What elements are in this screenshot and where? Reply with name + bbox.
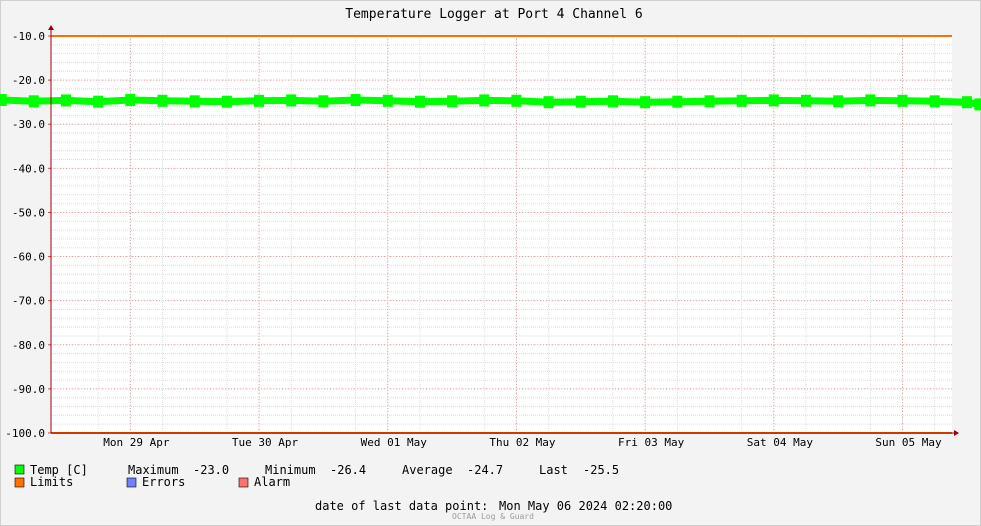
temp-point bbox=[801, 94, 811, 107]
y-tick-label: -40.0 bbox=[12, 162, 45, 175]
stat-average-value: -24.7 bbox=[467, 463, 503, 477]
temp-point bbox=[189, 95, 200, 108]
y-tick-label: -50.0 bbox=[12, 206, 45, 219]
x-tick-label: Wed 01 May bbox=[361, 436, 428, 449]
legend-swatch-limits bbox=[14, 477, 25, 488]
stat-last-label: Last bbox=[539, 463, 568, 477]
y-tick-label: -20.0 bbox=[12, 74, 45, 87]
x-tick-label: Tue 30 Apr bbox=[232, 436, 299, 449]
legend-errors-label: Errors bbox=[142, 475, 185, 489]
temp-point bbox=[543, 96, 554, 109]
temp-point bbox=[961, 96, 972, 109]
axes bbox=[48, 25, 959, 436]
temp-point bbox=[447, 95, 458, 108]
legend-temp-label: Temp [C] bbox=[30, 463, 88, 477]
temp-point bbox=[28, 95, 39, 108]
last-data-point-value: Mon May 06 2024 02:20:00 bbox=[499, 499, 672, 513]
y-tick-label: -30.0 bbox=[12, 118, 45, 131]
temp-point bbox=[479, 94, 490, 107]
x-axis-arrow bbox=[954, 430, 959, 436]
temp-point bbox=[93, 95, 104, 108]
temp-point bbox=[157, 94, 168, 107]
y-tick-label: -90.0 bbox=[12, 383, 45, 396]
y-tick-label: -70.0 bbox=[12, 295, 45, 308]
temp-point bbox=[768, 94, 779, 107]
y-tick-label: -80.0 bbox=[12, 339, 45, 352]
y-tick-label: -10.0 bbox=[12, 30, 45, 43]
stat-minimum-value: -26.4 bbox=[330, 463, 366, 477]
y-axis-arrow bbox=[48, 25, 54, 30]
temp-point bbox=[414, 95, 425, 108]
legend-swatch-temp bbox=[14, 464, 25, 475]
stat-minimum-label: Minimum bbox=[265, 463, 316, 477]
temp-point bbox=[350, 94, 361, 106]
stat-maximum-label: Maximum bbox=[128, 463, 179, 477]
temp-point bbox=[318, 95, 329, 108]
x-axis-ticks: Mon 29 Apr Tue 30 Apr Wed 01 May Thu 02 May… bbox=[103, 436, 942, 449]
temp-point bbox=[511, 94, 522, 107]
temp-point bbox=[736, 94, 747, 107]
x-tick-label: Sun 05 May bbox=[875, 436, 942, 449]
plot-area bbox=[51, 36, 952, 433]
legend-swatch-errors bbox=[126, 477, 137, 488]
temp-point bbox=[608, 95, 618, 108]
stat-maximum-value: -23.0 bbox=[193, 463, 229, 477]
legend-swatch-alarm bbox=[238, 477, 249, 488]
x-tick-label: Fri 03 May bbox=[618, 436, 685, 449]
footer-watermark: OCTAA Log & Guard bbox=[452, 512, 534, 521]
temp-point bbox=[0, 94, 7, 106]
temp-point bbox=[221, 95, 232, 108]
temp-point bbox=[929, 95, 940, 108]
temp-point bbox=[833, 95, 844, 108]
temp-point bbox=[382, 94, 393, 107]
temp-point bbox=[897, 94, 908, 107]
temp-point bbox=[575, 95, 586, 108]
x-tick-label: Sat 04 May bbox=[747, 436, 814, 449]
temp-point bbox=[672, 95, 683, 108]
temp-point bbox=[125, 94, 136, 106]
x-tick-label: Mon 29 Apr bbox=[103, 436, 170, 449]
temp-point bbox=[286, 94, 297, 107]
stat-last-value: -25.5 bbox=[583, 463, 619, 477]
x-tick-label: Thu 02 May bbox=[489, 436, 556, 449]
legend-limits-label: Limits bbox=[30, 475, 73, 489]
temp-series bbox=[0, 94, 981, 111]
y-axis-ticks: -10.0 -20.0 -30.0 -40.0 -50.0 -60.0 -70.0 -80.0… bbox=[5, 30, 51, 440]
temp-point bbox=[974, 98, 981, 111]
temp-point bbox=[61, 94, 71, 107]
legend-alarm-label: Alarm bbox=[254, 475, 290, 489]
temp-point bbox=[640, 96, 651, 109]
y-tick-label: -100.0 bbox=[5, 427, 45, 440]
temp-point bbox=[704, 95, 715, 108]
stat-average-label: Average bbox=[402, 463, 453, 477]
chart-title: Temperature Logger at Port 4 Channel 6 bbox=[345, 7, 642, 22]
last-data-point-label: date of last data point: bbox=[315, 499, 488, 513]
temp-series-band bbox=[1, 96, 981, 108]
temp-point bbox=[254, 94, 264, 107]
y-tick-label: -60.0 bbox=[12, 251, 45, 264]
temp-point bbox=[865, 94, 876, 107]
